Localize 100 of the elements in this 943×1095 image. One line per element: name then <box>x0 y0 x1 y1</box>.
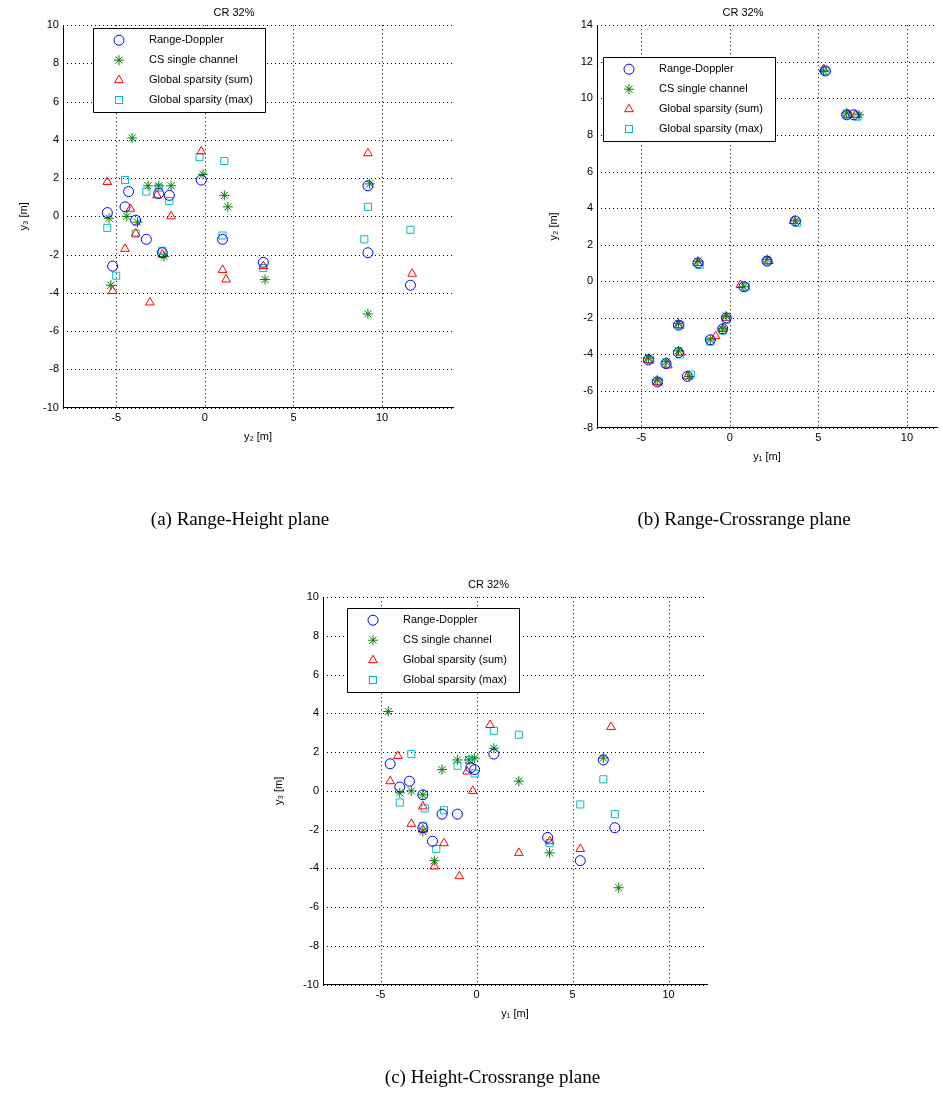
x-tick-label: -5 <box>636 431 647 444</box>
legend-label: Global sparsity (max) <box>149 93 253 106</box>
point <box>119 201 131 213</box>
point <box>418 800 428 810</box>
point <box>462 766 472 775</box>
x-tick-label: -5 <box>111 411 122 424</box>
y-tick-label: 0 <box>312 783 319 796</box>
point <box>142 187 151 196</box>
y-tick-label: -8 <box>49 362 59 375</box>
point <box>542 831 554 843</box>
legend-label: Range-Doppler <box>149 33 224 46</box>
point <box>407 268 418 277</box>
y-tick-label: -8 <box>583 420 593 433</box>
point <box>485 719 495 729</box>
point <box>488 742 500 754</box>
point <box>394 781 406 793</box>
point <box>610 810 619 819</box>
point <box>257 256 269 268</box>
point <box>222 201 234 213</box>
point <box>428 855 440 867</box>
point <box>609 822 621 834</box>
y-tick-label: -4 <box>309 861 319 874</box>
y-tick-label: 10 <box>580 91 593 104</box>
point <box>166 210 176 220</box>
x-tick-label: 5 <box>815 431 822 444</box>
y-tick-label: 6 <box>586 164 593 177</box>
x-tick-label: 0 <box>473 988 480 1001</box>
x-tick-label: 10 <box>900 431 914 444</box>
point <box>384 758 396 770</box>
chart-title: CR 32% <box>722 5 764 18</box>
point <box>405 785 417 797</box>
point <box>393 750 403 760</box>
y-axis-title: y₂ [m] <box>546 212 559 241</box>
point <box>363 202 372 211</box>
y-axis-title: y₃ [m] <box>271 776 284 806</box>
point <box>217 264 228 273</box>
point <box>362 247 374 259</box>
point <box>406 818 417 827</box>
point <box>544 847 556 859</box>
point <box>221 274 231 283</box>
point <box>102 176 113 185</box>
point <box>436 764 448 776</box>
point <box>165 197 174 206</box>
legend-label: Global sparsity (max) <box>403 673 507 686</box>
point <box>544 835 555 845</box>
y-tick-label: 14 <box>580 18 593 31</box>
point <box>606 721 616 730</box>
point <box>513 775 525 787</box>
point <box>121 210 133 222</box>
legend-label: CS single channel <box>149 53 238 66</box>
text: (c) Height-Crossrange plane <box>383 1066 602 1088</box>
y-axis-title: y₃ [m] <box>16 202 29 231</box>
y-tick-label: 4 <box>586 201 593 214</box>
y-tick-label: -6 <box>583 384 593 397</box>
point <box>217 233 229 245</box>
x-tick-label: 10 <box>662 988 675 1001</box>
point <box>599 775 608 784</box>
legend-label: Range-Doppler <box>403 613 478 626</box>
point <box>105 279 117 291</box>
point <box>360 235 369 244</box>
chart-title: CR 32% <box>213 5 255 18</box>
legend-label: Global sparsity (sum) <box>403 653 507 666</box>
y-tick-label: -2 <box>583 310 593 323</box>
y-tick-label: 2 <box>52 171 59 184</box>
legend-label: CS single channel <box>659 82 748 95</box>
point <box>120 243 130 252</box>
point <box>439 806 448 815</box>
point <box>576 800 585 809</box>
legend-label: Global sparsity (max) <box>659 122 763 135</box>
point <box>451 754 463 766</box>
point <box>195 153 204 162</box>
point <box>470 769 479 778</box>
point <box>514 730 523 739</box>
y-tick-label: 10 <box>306 590 319 603</box>
point <box>395 798 404 807</box>
y-tick-label: -10 <box>303 977 319 990</box>
point <box>407 750 416 759</box>
legend-label: Global sparsity (sum) <box>149 73 253 86</box>
point <box>613 882 625 894</box>
point <box>426 835 438 847</box>
legend-label: Range-Doppler <box>659 62 734 75</box>
y-tick-label: 8 <box>586 127 593 140</box>
chart-title: CR 32% <box>468 577 510 590</box>
point <box>514 847 524 856</box>
point <box>406 225 415 234</box>
x-tick-label: 0 <box>201 411 208 424</box>
point <box>218 231 227 240</box>
point <box>467 785 478 794</box>
point <box>489 726 498 735</box>
legend-label: CS single channel <box>403 633 492 646</box>
y-tick-label: -6 <box>309 900 319 913</box>
point <box>710 330 721 340</box>
point <box>453 761 462 770</box>
point <box>436 808 448 820</box>
x-axis-title: y₁ [m] <box>753 450 781 463</box>
x-tick-label: 5 <box>290 411 297 424</box>
point <box>112 271 121 280</box>
point <box>454 870 465 880</box>
point <box>259 274 271 285</box>
point <box>451 808 463 820</box>
